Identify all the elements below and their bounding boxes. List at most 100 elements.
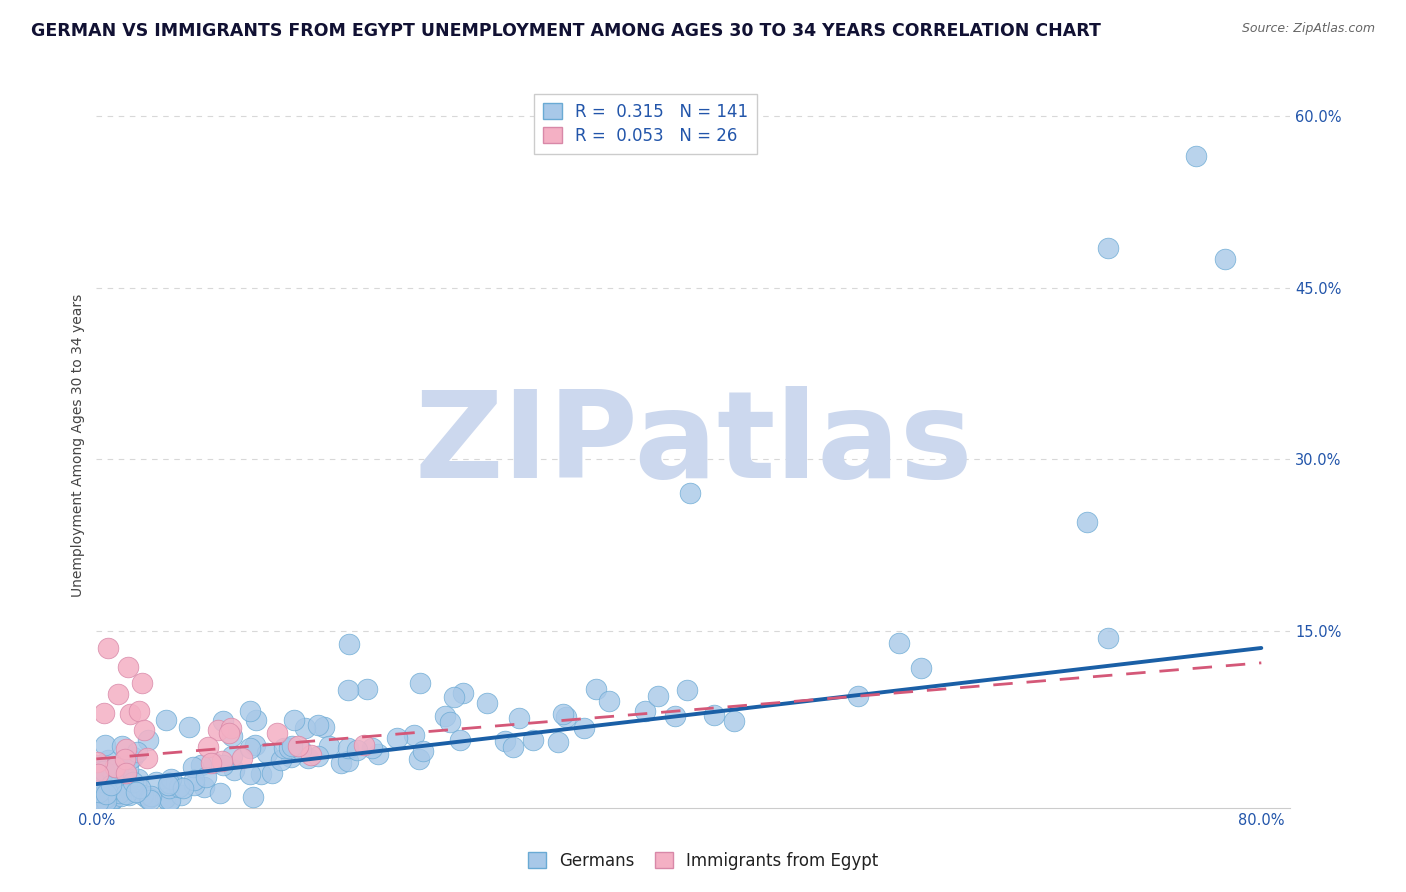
Point bbox=[287, 739, 309, 753]
Point bbox=[848, 689, 870, 703]
Point bbox=[114, 752, 136, 766]
Point bbox=[105, 789, 128, 804]
Point bbox=[443, 690, 465, 704]
Point bbox=[202, 756, 225, 771]
Point bbox=[153, 791, 176, 805]
Point bbox=[555, 710, 578, 724]
Point bbox=[157, 795, 180, 809]
Point bbox=[585, 682, 607, 697]
Point bbox=[385, 731, 408, 746]
Point bbox=[117, 660, 139, 674]
Point bbox=[169, 780, 191, 794]
Point bbox=[115, 787, 138, 801]
Point bbox=[299, 747, 322, 762]
Point bbox=[675, 683, 697, 698]
Point bbox=[337, 636, 360, 650]
Point bbox=[353, 739, 375, 753]
Point bbox=[94, 770, 117, 784]
Point bbox=[94, 787, 117, 801]
Point bbox=[266, 726, 288, 740]
Point bbox=[1076, 515, 1098, 529]
Point bbox=[129, 780, 152, 795]
Point bbox=[409, 676, 432, 690]
Point bbox=[242, 790, 264, 805]
Point bbox=[197, 739, 219, 754]
Point bbox=[307, 718, 329, 732]
Point bbox=[679, 486, 702, 500]
Point bbox=[1213, 252, 1236, 267]
Point bbox=[97, 753, 120, 767]
Point bbox=[107, 783, 129, 797]
Point bbox=[239, 767, 262, 781]
Point bbox=[723, 714, 745, 729]
Point bbox=[221, 730, 243, 744]
Point bbox=[239, 704, 262, 718]
Point bbox=[1097, 631, 1119, 645]
Point bbox=[117, 762, 139, 776]
Point bbox=[1184, 149, 1206, 163]
Point bbox=[270, 753, 292, 767]
Point bbox=[494, 734, 516, 748]
Point bbox=[110, 783, 132, 797]
Point bbox=[553, 707, 575, 722]
Point bbox=[910, 661, 932, 675]
Point bbox=[183, 778, 205, 792]
Point bbox=[86, 757, 108, 772]
Point bbox=[127, 772, 149, 787]
Point bbox=[128, 704, 150, 718]
Point bbox=[337, 683, 360, 698]
Point bbox=[107, 687, 129, 701]
Point bbox=[200, 756, 222, 771]
Point bbox=[170, 788, 193, 802]
Point bbox=[356, 681, 378, 696]
Text: Source: ZipAtlas.com: Source: ZipAtlas.com bbox=[1241, 22, 1375, 36]
Point bbox=[208, 786, 231, 800]
Point bbox=[132, 788, 155, 802]
Point bbox=[107, 764, 129, 779]
Point bbox=[138, 790, 160, 805]
Point bbox=[273, 741, 295, 756]
Point bbox=[183, 773, 205, 788]
Point bbox=[290, 742, 312, 756]
Point bbox=[219, 721, 242, 735]
Point bbox=[122, 750, 145, 764]
Point bbox=[402, 728, 425, 742]
Point bbox=[94, 738, 117, 752]
Point bbox=[139, 789, 162, 803]
Point bbox=[118, 752, 141, 766]
Point bbox=[86, 756, 108, 770]
Point bbox=[412, 743, 434, 757]
Point bbox=[346, 743, 368, 757]
Point bbox=[135, 751, 157, 765]
Point bbox=[360, 741, 382, 756]
Point bbox=[212, 757, 235, 772]
Point bbox=[439, 715, 461, 730]
Point bbox=[218, 726, 240, 740]
Point bbox=[250, 766, 273, 780]
Point bbox=[647, 689, 669, 703]
Point bbox=[433, 708, 456, 723]
Point bbox=[131, 676, 153, 690]
Legend: Germans, Immigrants from Egypt: Germans, Immigrants from Egypt bbox=[520, 846, 886, 877]
Point bbox=[475, 696, 498, 710]
Point bbox=[547, 735, 569, 749]
Point bbox=[181, 760, 204, 774]
Point bbox=[157, 779, 180, 793]
Point bbox=[87, 785, 110, 799]
Point bbox=[195, 770, 218, 784]
Point bbox=[103, 790, 125, 805]
Point bbox=[297, 751, 319, 765]
Point bbox=[207, 723, 229, 738]
Point bbox=[104, 759, 127, 773]
Point bbox=[337, 754, 360, 768]
Point bbox=[278, 740, 301, 755]
Point bbox=[97, 640, 120, 655]
Point bbox=[502, 739, 524, 754]
Point bbox=[139, 793, 162, 807]
Point bbox=[889, 636, 911, 650]
Point bbox=[90, 764, 112, 779]
Point bbox=[314, 720, 336, 734]
Y-axis label: Unemployment Among Ages 30 to 34 years: Unemployment Among Ages 30 to 34 years bbox=[72, 293, 86, 597]
Point bbox=[664, 709, 686, 723]
Point bbox=[245, 713, 267, 727]
